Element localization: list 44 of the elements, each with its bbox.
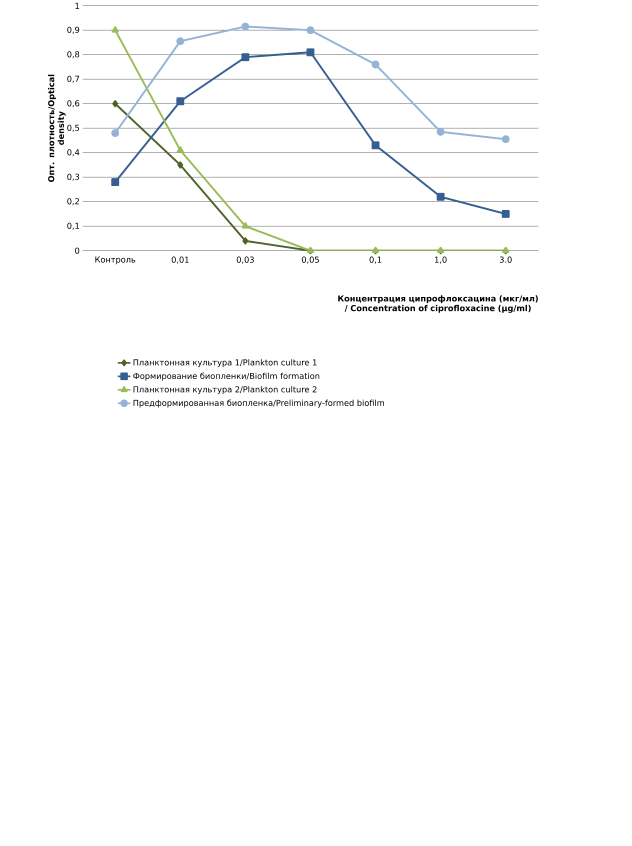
point: [241, 22, 250, 30]
point: [176, 97, 184, 106]
y-tick-label: 1: [76, 2, 80, 9]
x-tick-label: 1,0: [435, 256, 447, 264]
point: [502, 210, 510, 218]
point: [436, 192, 445, 201]
point: [436, 128, 445, 136]
legend-label: Формирование биопленки/Biofilm formation: [133, 372, 320, 381]
legend-label: Планктонная культура 1/Plankton culture 1: [134, 359, 317, 368]
legend-label: Планктонная культура 2/Plankton culture 2: [134, 386, 317, 394]
x-tick-label: 3.0: [500, 256, 512, 263]
y-tick-label: 0,8: [67, 51, 80, 58]
x-tick-label: Контроль: [95, 256, 136, 264]
y-tick-label: 0,2: [67, 198, 80, 206]
y-tick-label: 0,5: [67, 124, 80, 132]
y-tick-label: 0,4: [67, 149, 80, 156]
point: [111, 129, 120, 138]
point: [242, 237, 248, 244]
y-tick-label: 0,9: [67, 26, 80, 34]
y-tick-label: 0,6: [67, 100, 80, 108]
point: [111, 178, 120, 186]
point: [372, 141, 380, 150]
legend-label: Предформированная биопленка/Preliminary-formed biofilm: [134, 399, 384, 408]
point: [372, 60, 380, 68]
y-axis-title: Опт. плотность/Optical density: [48, 74, 66, 182]
point: [306, 26, 314, 34]
x-tick-label: 0,05: [302, 256, 319, 264]
x-tick-label: 0,1: [370, 256, 382, 264]
point: [241, 53, 250, 62]
point: [112, 100, 118, 108]
y-tick-label: 0: [75, 248, 80, 254]
point: [242, 222, 249, 229]
x-axis-title: Концентрация ципрофлоксацина (мкг/мл) / Concentration of ciprofloxacine (µg/ml): [338, 295, 538, 313]
point: [176, 146, 184, 153]
y-tick-label: 0,3: [67, 174, 80, 181]
point: [176, 37, 184, 46]
x-tick-label: 0,01: [172, 256, 189, 264]
x-tick-label: 0,03: [236, 256, 254, 264]
y-tick-label: 0,7: [67, 76, 80, 83]
point: [502, 135, 510, 144]
point: [112, 26, 119, 33]
point: [306, 48, 314, 56]
y-tick-label: 0,1: [67, 222, 80, 230]
point: [177, 161, 184, 169]
